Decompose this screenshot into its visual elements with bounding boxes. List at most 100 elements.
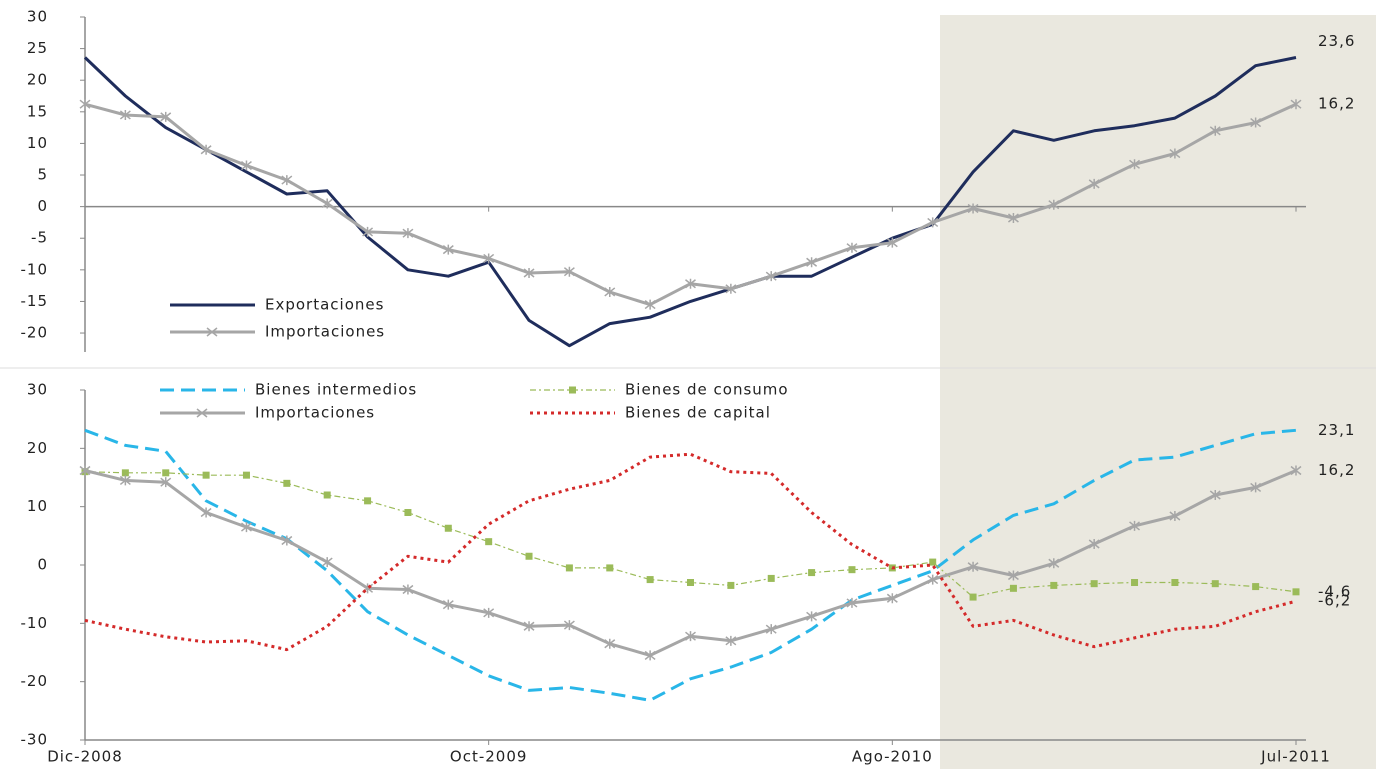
point-marker xyxy=(767,574,775,582)
point-marker xyxy=(483,253,495,264)
y-tick-label: 10 xyxy=(27,134,48,152)
data-label: -4,6 xyxy=(1318,582,1351,600)
highlight-period xyxy=(940,15,1376,769)
legend-label: Bienes de consumo xyxy=(625,381,789,399)
point-marker xyxy=(121,469,129,477)
point-marker xyxy=(402,584,414,595)
y-tick-label: 30 xyxy=(27,381,48,399)
point-marker xyxy=(886,237,898,248)
y-tick-label: 5 xyxy=(37,166,48,184)
point-marker xyxy=(485,538,493,546)
y-tick-label: 25 xyxy=(27,39,48,57)
series-line xyxy=(83,56,1297,348)
point-marker xyxy=(806,257,818,268)
legend-marker xyxy=(569,386,576,394)
point-marker xyxy=(119,475,131,486)
y-tick-label: 15 xyxy=(27,102,48,120)
point-marker xyxy=(563,266,575,277)
point-marker xyxy=(765,624,777,635)
point-marker xyxy=(644,650,656,661)
point-marker xyxy=(444,524,452,532)
point-marker xyxy=(685,631,696,642)
point-marker xyxy=(404,509,412,516)
point-marker xyxy=(202,471,210,479)
point-marker xyxy=(927,217,939,228)
point-marker xyxy=(1292,588,1300,596)
point-marker xyxy=(1007,570,1019,581)
legend-label: Importaciones xyxy=(265,323,385,341)
point-marker xyxy=(321,198,333,209)
point-marker xyxy=(1048,199,1060,210)
point-marker xyxy=(79,465,91,476)
point-marker xyxy=(483,607,495,618)
data-label: 23,6 xyxy=(1318,32,1355,50)
point-marker xyxy=(200,507,212,518)
point-marker xyxy=(281,175,293,186)
point-marker xyxy=(1290,99,1302,110)
point-marker xyxy=(362,226,374,237)
point-marker xyxy=(646,576,654,584)
point-marker xyxy=(927,574,939,585)
point-marker xyxy=(604,638,616,649)
point-marker xyxy=(1129,520,1140,531)
data-label: 23,1 xyxy=(1318,421,1355,439)
point-marker xyxy=(606,564,614,572)
point-marker xyxy=(967,203,979,214)
point-marker xyxy=(442,599,454,610)
point-marker xyxy=(1209,125,1221,136)
point-marker xyxy=(200,144,212,155)
point-marker xyxy=(1169,511,1181,521)
point-marker xyxy=(442,244,454,255)
y-tick-label: -10 xyxy=(21,614,49,632)
point-marker xyxy=(1009,584,1017,592)
point-marker xyxy=(119,109,131,120)
point-marker xyxy=(929,558,937,566)
point-marker xyxy=(846,242,858,253)
point-marker xyxy=(1129,159,1140,170)
y-tick-label: -20 xyxy=(21,672,49,690)
point-marker xyxy=(283,479,291,487)
point-marker xyxy=(240,522,252,533)
point-marker xyxy=(886,593,898,604)
point-marker xyxy=(162,469,170,477)
x-tick-label: Dic-2008 xyxy=(47,748,123,766)
y-tick-label: 20 xyxy=(27,71,48,89)
point-marker xyxy=(725,283,737,294)
point-marker xyxy=(160,477,172,488)
y-tick-label: 30 xyxy=(27,8,48,26)
point-marker xyxy=(1252,583,1260,591)
legend-label: Bienes intermedios xyxy=(255,381,417,399)
x-tick-label: Oct-2009 xyxy=(450,748,528,766)
point-marker xyxy=(1048,558,1060,569)
point-marker xyxy=(523,621,535,632)
point-marker xyxy=(240,160,252,171)
series-line xyxy=(84,452,1297,652)
point-marker xyxy=(281,535,293,546)
y-tick-label: 0 xyxy=(37,197,48,215)
y-tick-label: -5 xyxy=(31,229,48,247)
point-marker xyxy=(725,635,737,646)
legend-label: Bienes de capital xyxy=(625,404,771,422)
point-marker xyxy=(1169,148,1181,159)
point-marker xyxy=(160,111,172,122)
y-tick-label: -30 xyxy=(21,731,49,749)
point-marker xyxy=(967,561,979,572)
point-marker xyxy=(1088,178,1100,189)
point-marker xyxy=(1171,579,1179,586)
y-tick-label: -20 xyxy=(21,324,49,342)
point-marker xyxy=(523,267,535,278)
point-marker xyxy=(563,620,575,631)
point-marker xyxy=(727,581,735,589)
y-tick-label: -10 xyxy=(21,260,49,278)
point-marker xyxy=(765,271,777,282)
point-marker xyxy=(1007,213,1019,223)
point-marker xyxy=(1250,117,1262,128)
point-marker xyxy=(1211,580,1219,588)
point-marker xyxy=(79,99,91,110)
point-marker xyxy=(1290,465,1302,476)
y-tick-label: -15 xyxy=(21,292,49,310)
y-tick-label: 10 xyxy=(27,497,48,515)
point-marker xyxy=(1209,490,1221,500)
point-marker xyxy=(848,566,856,574)
